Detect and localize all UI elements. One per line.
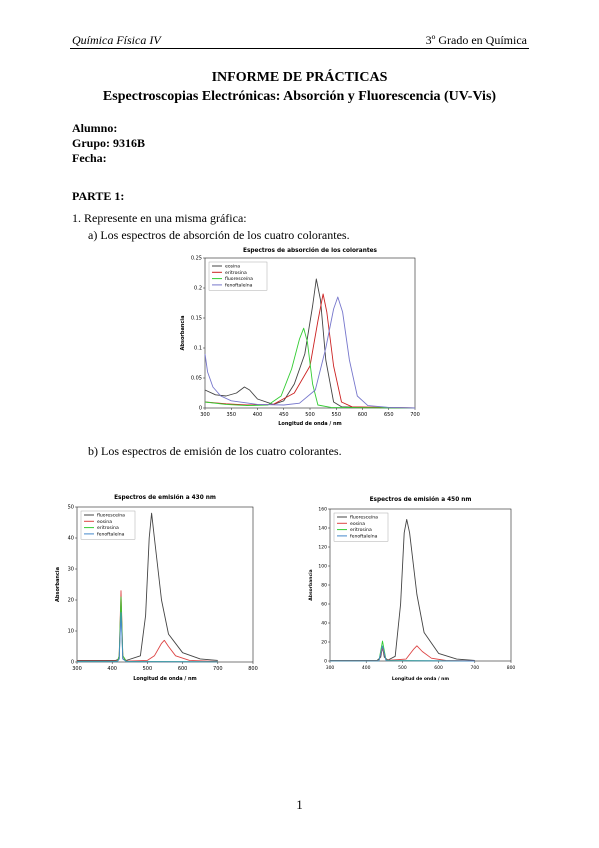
y-tick-label: 20 xyxy=(321,640,327,646)
x-tick-label: 600 xyxy=(358,412,368,418)
page-header-right: 3º Grado en Química xyxy=(425,33,527,47)
legend-box xyxy=(333,512,389,542)
y-tick-label: 0.1 xyxy=(194,346,202,352)
legend-label: eritrosina xyxy=(350,527,372,533)
question-1: 1. Represente en una misma gráfica: xyxy=(72,211,247,225)
report-title: INFORME DE PRÁCTICAS xyxy=(211,70,388,85)
x-tick-label: 800 xyxy=(248,666,258,672)
y-tick-label: 140 xyxy=(318,526,327,532)
x-tick-label: 600 xyxy=(434,665,443,671)
x-tick-label: 500 xyxy=(305,412,315,418)
legend-label: eosina xyxy=(225,264,240,270)
x-tick-label: 500 xyxy=(398,665,407,671)
y-tick-label: 0.25 xyxy=(191,256,202,262)
x-tick-label: 650 xyxy=(384,412,394,418)
x-tick-label: 400 xyxy=(362,665,371,671)
y-tick-label: 160 xyxy=(318,507,327,513)
y-axis-label: Absorbancia xyxy=(180,316,186,351)
x-tick-label: 300 xyxy=(200,412,210,418)
legend-box xyxy=(80,510,136,540)
x-tick-label: 350 xyxy=(226,412,236,418)
y-tick-label: 50 xyxy=(68,505,74,511)
series-line-0 xyxy=(204,278,416,409)
report-subtitle: Espectroscopias Electrónicas: Absorción … xyxy=(102,89,497,104)
x-tick-label: 700 xyxy=(213,666,223,672)
legend-box xyxy=(208,261,268,291)
series-line-3 xyxy=(330,645,475,662)
question-1b: b) Los espectros de emisión de los cuatr… xyxy=(88,444,342,458)
legend-label: eritrosina xyxy=(97,525,119,531)
x-tick-label: 700 xyxy=(471,665,480,671)
y-tick-label: 30 xyxy=(68,567,74,573)
legend-label: fenoftaleína xyxy=(97,531,125,538)
x-axis-label: Longitud de onda / nm xyxy=(392,676,449,682)
y-tick-label: 10 xyxy=(68,629,74,635)
y-tick-label: 100 xyxy=(318,564,327,570)
series-line-3 xyxy=(204,296,416,409)
question-1a: a) Los espectros de absorción de los cua… xyxy=(88,228,350,242)
y-tick-label: 0.05 xyxy=(191,376,202,382)
x-tick-label: 550 xyxy=(331,412,341,418)
group-label: Grupo: 9316B xyxy=(72,136,146,150)
x-tick-label: 700 xyxy=(410,412,420,418)
series-line-3 xyxy=(77,611,218,663)
x-axis-label: Longitud de onda / nm xyxy=(278,421,341,427)
y-tick-label: 40 xyxy=(321,621,327,627)
x-tick-label: 300 xyxy=(72,666,82,672)
series-line-1 xyxy=(204,293,416,409)
y-tick-label: 0.2 xyxy=(194,286,202,292)
section-heading: PARTE 1: xyxy=(72,189,125,203)
legend-label: fenoftaleína xyxy=(225,282,253,289)
page-header-left: Química Física IV xyxy=(72,33,161,47)
header-rule xyxy=(70,48,529,49)
x-tick-label: 800 xyxy=(507,665,516,671)
y-tick-label: 0 xyxy=(324,659,327,665)
x-tick-label: 300 xyxy=(326,665,335,671)
date-label: Fecha: xyxy=(72,151,107,165)
y-axis-label: Absorbancia xyxy=(308,569,314,600)
student-label: Alumno: xyxy=(72,121,118,135)
x-tick-label: 600 xyxy=(178,666,188,672)
chart-title: Espectros de emisión a 450 nm xyxy=(370,496,472,503)
y-tick-label: 60 xyxy=(321,602,327,608)
emission-chart-430: Espectros de emisión a 430 nm 300 400 500 60… xyxy=(55,491,303,685)
x-tick-label: 400 xyxy=(107,666,117,672)
legend-label: fenoftaleína xyxy=(350,533,378,540)
emission-chart-450: Espectros de emisión a 450 nm 300 400 500 60… xyxy=(308,493,558,685)
absorption-chart-svg: Espectros de absorción de los colorantes… xyxy=(180,247,420,427)
y-tick-label: 0 xyxy=(199,406,202,412)
y-tick-label: 20 xyxy=(68,598,74,604)
y-tick-label: 80 xyxy=(321,583,327,589)
legend-label: eosina xyxy=(97,519,112,525)
y-tick-label: 40 xyxy=(68,536,74,542)
page-number: 1 xyxy=(296,797,303,812)
legend-label: fluoresceína xyxy=(97,512,125,519)
series-line-2 xyxy=(204,327,416,409)
legend-label: eritrosina xyxy=(225,270,247,276)
legend-label: fluoresceína xyxy=(350,514,378,521)
legend-label: fluoresceína xyxy=(225,275,253,282)
y-tick-label: 0.15 xyxy=(191,316,202,322)
legend-label: eosina xyxy=(350,521,365,527)
chart-title: Espectros de emisión a 430 nm xyxy=(114,494,216,501)
x-axis-label: Longitud de onda / nm xyxy=(133,676,196,682)
x-tick-label: 500 xyxy=(143,666,153,672)
y-axis-label: Absorbancia xyxy=(55,567,61,602)
chart-title: Espectros de absorción de los colorantes xyxy=(243,247,378,254)
y-tick-label: 0 xyxy=(71,660,74,666)
x-tick-label: 400 xyxy=(253,412,263,418)
absorption-chart: Espectros de absorción de los colorantes… xyxy=(178,244,423,430)
x-tick-label: 450 xyxy=(279,412,289,418)
y-tick-label: 120 xyxy=(318,545,327,551)
